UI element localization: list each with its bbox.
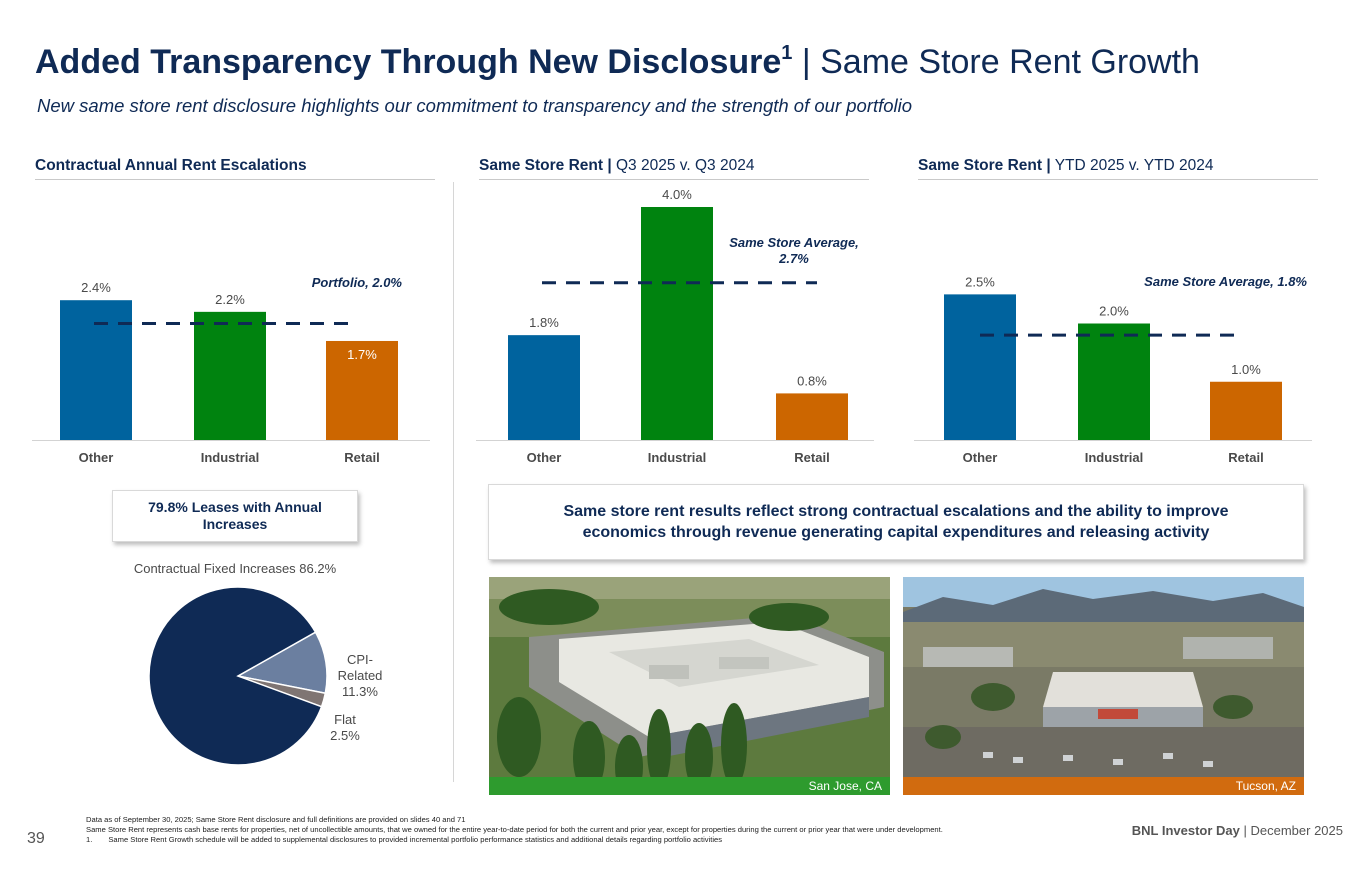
tucson-photo: Tucson, AZ [903, 577, 1304, 795]
bar-other [944, 294, 1016, 440]
footnote-1-number: 1. [86, 835, 93, 844]
pie-label-flat-line1: 2.5% [330, 728, 360, 743]
escalations-heading-text: Contractual Annual Rent Escalations [35, 157, 307, 174]
value-label-industrial: 4.0% [662, 187, 692, 202]
ytd-bar-chart: 2.5% Other 2.0% Industrial 1.0% Retail Same St… [914, 274, 1312, 465]
pie-slice-1 [235, 631, 328, 695]
column-divider [453, 182, 454, 782]
value-label-other: 1.8% [529, 315, 559, 330]
bar-retail [326, 340, 398, 440]
category-label-industrial: Industrial [1085, 450, 1144, 465]
reference-label-line2: 2.7% [778, 251, 809, 266]
title-bold: Added Transparency Through New Disclosur… [35, 43, 782, 81]
san-jose-building-image [489, 577, 890, 795]
value-label-retail: 1.7% [347, 347, 377, 362]
reference-label-line1: Same Store Average, [729, 235, 859, 250]
ytd-heading-bold: Same Store Rent | [918, 157, 1051, 174]
page-number: 39 [27, 830, 45, 847]
escalations-heading-rule [35, 179, 435, 180]
tucson-building-image [903, 577, 1304, 795]
reference-label: Same Store Average, 1.8% [1144, 274, 1307, 289]
category-label-other: Other [79, 450, 114, 465]
category-label-retail: Retail [1228, 450, 1263, 465]
page-subtitle: New same store rent disclosure highlight… [37, 95, 913, 116]
ytd-heading-rule [918, 179, 1318, 180]
category-label-retail: Retail [344, 450, 379, 465]
leases-callout: 79.8% Leases with Annual Increases [112, 490, 358, 542]
q3-heading-rule [479, 179, 869, 180]
ytd-heading-rest: YTD 2025 v. YTD 2024 [1050, 157, 1214, 174]
page-title: Added Transparency Through New Disclosur… [35, 42, 1200, 82]
category-label-industrial: Industrial [648, 450, 707, 465]
title-rest: | Same Store Rent Growth [792, 43, 1200, 81]
q3-heading-bold: Same Store Rent | [479, 157, 612, 174]
value-label-industrial: 2.2% [215, 292, 245, 307]
pie-label-cpi-line0: CPI- [347, 652, 373, 667]
bar-industrial [1078, 323, 1150, 440]
q3-heading: Same Store Rent | Q3 2025 v. Q3 2024 [479, 157, 754, 175]
footnote-1: 1. Same Store Rent Growth schedule will b… [86, 835, 722, 846]
ytd-heading: Same Store Rent | YTD 2025 v. YTD 2024 [918, 157, 1214, 175]
bar-industrial [641, 207, 713, 440]
category-label-other: Other [527, 450, 562, 465]
results-callout: Same store rent results reflect strong c… [488, 484, 1304, 560]
footer-brand-date: | December 2025 [1239, 823, 1344, 838]
escalations-heading: Contractual Annual Rent Escalations [35, 157, 307, 175]
q3-heading-rest: Q3 2025 v. Q3 2024 [611, 157, 755, 174]
tucson-caption: Tucson, AZ [903, 777, 1304, 795]
san-jose-caption: San Jose, CA [489, 777, 890, 795]
footer-brand-bold: BNL Investor Day [1131, 823, 1240, 838]
value-label-retail: 0.8% [797, 373, 827, 388]
reference-label: Portfolio, 2.0% [312, 275, 403, 290]
pie-label-fixed: Contractual Fixed Increases 86.2% [134, 561, 337, 576]
value-label-other: 2.4% [81, 280, 111, 295]
bar-other [508, 335, 580, 440]
footnote-definition: Same Store Rent represents cash base ren… [86, 825, 943, 834]
value-label-retail: 1.0% [1231, 362, 1261, 377]
footnote-data-as-of: Data as of September 30, 2025; Same Stor… [86, 815, 466, 824]
footer-brand: BNL Investor Day | December 2025 [1132, 823, 1343, 838]
title-footnote-marker: 1 [781, 42, 793, 64]
bar-retail [776, 393, 848, 440]
pie-slice-0 [148, 586, 323, 766]
value-label-other: 2.5% [965, 274, 995, 289]
category-label-other: Other [963, 450, 998, 465]
category-label-retail: Retail [794, 450, 829, 465]
pie-label-flat-line0: Flat [334, 712, 356, 727]
bar-industrial [194, 311, 266, 440]
san-jose-photo: San Jose, CA [489, 577, 890, 795]
pie-label-cpi-line1: Related [338, 668, 383, 683]
lease-types-pie-chart: Contractual Fixed Increases 86.2% CPI-Rel… [134, 561, 383, 766]
pie-label-cpi-line2: 11.3% [342, 684, 378, 699]
q3-bar-chart: 1.8% Other 4.0% Industrial 0.8% Retail Same St… [476, 187, 874, 465]
bar-other [60, 300, 132, 440]
bar-retail [1210, 381, 1282, 440]
value-label-industrial: 2.0% [1099, 304, 1129, 319]
category-label-industrial: Industrial [201, 450, 260, 465]
escalations-bar-chart: 2.4% Other 2.2% Industrial 1.7% Retail Portfol… [32, 275, 430, 465]
footnote-1-text: Same Store Rent Growth schedule will be … [108, 835, 723, 844]
